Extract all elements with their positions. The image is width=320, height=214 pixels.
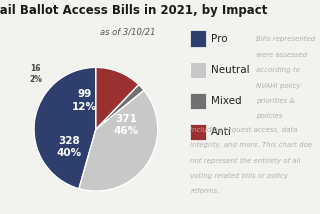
Wedge shape xyxy=(34,67,96,189)
Wedge shape xyxy=(79,90,158,191)
Wedge shape xyxy=(96,85,144,129)
Text: integrity, and more. This chart doe: integrity, and more. This chart doe xyxy=(190,142,313,148)
Text: reforms.: reforms. xyxy=(190,188,220,194)
Text: priorities &: priorities & xyxy=(256,98,295,104)
Text: Bills represented: Bills represented xyxy=(256,36,315,43)
Text: were assessed: were assessed xyxy=(256,52,307,58)
Text: including request access, data: including request access, data xyxy=(190,127,298,133)
Wedge shape xyxy=(96,67,139,129)
Text: as of 3/10/21: as of 3/10/21 xyxy=(100,28,156,37)
Text: Pro: Pro xyxy=(211,34,227,43)
Text: Anti: Anti xyxy=(211,127,231,137)
Text: NVAHI policy: NVAHI policy xyxy=(256,83,300,89)
Text: 99
12%: 99 12% xyxy=(72,89,97,112)
Text: voting related bills or policy: voting related bills or policy xyxy=(190,173,288,179)
Text: Mixed: Mixed xyxy=(211,96,241,106)
Text: Mail Ballot Access Bills in 2021, by Impact: Mail Ballot Access Bills in 2021, by Imp… xyxy=(0,4,268,17)
Text: Neutral: Neutral xyxy=(211,65,249,74)
Text: 16
2%: 16 2% xyxy=(29,64,42,84)
Text: 371
46%: 371 46% xyxy=(114,114,139,136)
Text: policies: policies xyxy=(256,113,283,119)
Text: 328
40%: 328 40% xyxy=(56,136,82,158)
Text: according to: according to xyxy=(256,67,300,73)
Text: not represent the entirety of all: not represent the entirety of all xyxy=(190,158,301,164)
